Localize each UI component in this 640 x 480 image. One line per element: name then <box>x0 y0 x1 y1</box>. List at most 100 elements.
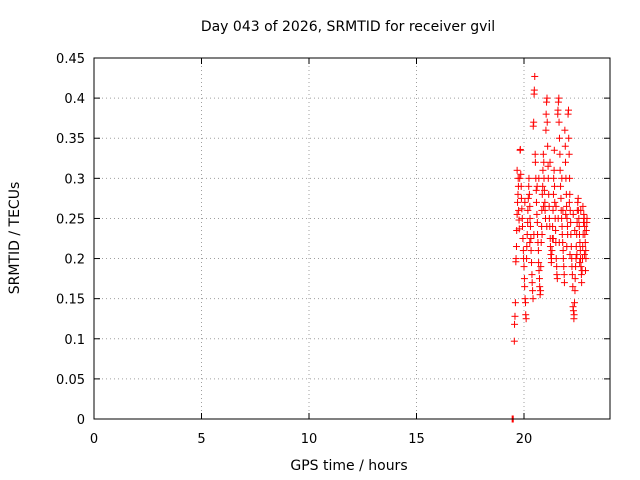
data-point <box>535 275 543 283</box>
data-point <box>560 271 568 279</box>
data-point <box>578 279 586 287</box>
data-point <box>543 94 551 102</box>
data-point <box>565 106 573 114</box>
data-point <box>540 186 548 194</box>
data-point <box>559 255 567 263</box>
data-point <box>571 287 579 295</box>
data-point <box>561 142 569 150</box>
data-point <box>514 174 522 182</box>
data-point <box>535 259 543 267</box>
data-point <box>551 198 559 206</box>
data-point <box>533 210 541 218</box>
data-point <box>566 206 574 214</box>
data-point <box>525 182 533 190</box>
data-point <box>563 243 571 251</box>
data-point <box>517 182 525 190</box>
data-point <box>581 267 589 275</box>
data-point <box>571 226 579 234</box>
data-point <box>523 243 531 251</box>
data-point <box>517 194 525 202</box>
data-point <box>566 174 574 182</box>
data-point <box>569 283 577 291</box>
data-point <box>529 295 537 303</box>
data-point <box>546 158 554 166</box>
axes: 0 0.05 0.1 0.15 0.2 0.25 0.3 0.35 0.4 0.45 0 5 10 15 2… <box>56 52 610 447</box>
data-point <box>549 190 557 198</box>
data-point <box>512 243 520 251</box>
data-point <box>534 247 542 255</box>
data-point <box>526 214 534 222</box>
data-point <box>573 218 581 226</box>
data-point <box>530 86 538 94</box>
data-point <box>547 251 555 259</box>
x-tick-label: 5 <box>197 432 205 447</box>
data-point <box>529 287 537 295</box>
data-point <box>524 206 532 214</box>
data-point <box>516 145 524 153</box>
data-point <box>526 202 534 210</box>
data-point <box>550 166 558 174</box>
data-point <box>556 150 564 158</box>
data-point <box>538 230 546 238</box>
data-point <box>541 198 549 206</box>
data-point <box>559 247 567 255</box>
data-point <box>514 190 522 198</box>
y-tick-label: 0.15 <box>56 293 85 308</box>
data-point <box>560 263 568 271</box>
data-point <box>569 210 577 218</box>
data-point <box>568 271 576 279</box>
data-point <box>537 287 545 295</box>
data-point <box>514 198 522 206</box>
data-point <box>515 216 523 224</box>
data-point <box>555 118 563 126</box>
data-point <box>565 198 573 206</box>
data-point <box>560 279 568 287</box>
data-point <box>537 239 545 247</box>
data-point <box>519 235 527 242</box>
data-point <box>582 255 590 263</box>
data-point <box>574 194 582 202</box>
data-point <box>542 110 550 118</box>
data-point <box>525 174 533 182</box>
x-axis-label: GPS time / hours <box>290 458 407 474</box>
data-point <box>553 263 561 271</box>
data-point <box>549 206 557 214</box>
x-tick-label: 0 <box>90 432 98 447</box>
data-point <box>540 158 548 166</box>
data-point <box>546 243 554 251</box>
data-point <box>581 230 589 238</box>
data-point <box>565 150 573 158</box>
data-point <box>566 190 574 198</box>
data-point <box>581 222 589 230</box>
data-point <box>544 162 552 170</box>
y-tick-label: 0.45 <box>56 52 85 67</box>
data-point <box>524 218 532 226</box>
data-point <box>549 235 557 242</box>
data-point <box>528 259 536 267</box>
data-point <box>542 126 550 134</box>
data-point <box>511 320 519 328</box>
data-point <box>561 158 569 166</box>
data-point <box>566 251 574 259</box>
data-point <box>533 218 541 226</box>
data-point <box>544 142 552 150</box>
data-points <box>508 72 591 423</box>
data-point <box>522 315 530 323</box>
data-point <box>526 222 534 230</box>
y-tick-label: 0 <box>77 413 85 428</box>
data-point <box>583 214 591 222</box>
data-point <box>526 239 534 247</box>
data-point <box>551 182 559 190</box>
y-tick-label: 0.2 <box>64 253 85 268</box>
data-point <box>565 134 573 142</box>
data-point <box>577 263 585 271</box>
data-point <box>576 259 584 267</box>
data-point <box>539 166 547 174</box>
data-point <box>523 230 531 238</box>
data-point <box>525 190 533 198</box>
data-point <box>569 307 577 315</box>
y-tick-label: 0.1 <box>64 333 85 348</box>
data-point <box>530 230 538 238</box>
data-point <box>510 337 518 345</box>
